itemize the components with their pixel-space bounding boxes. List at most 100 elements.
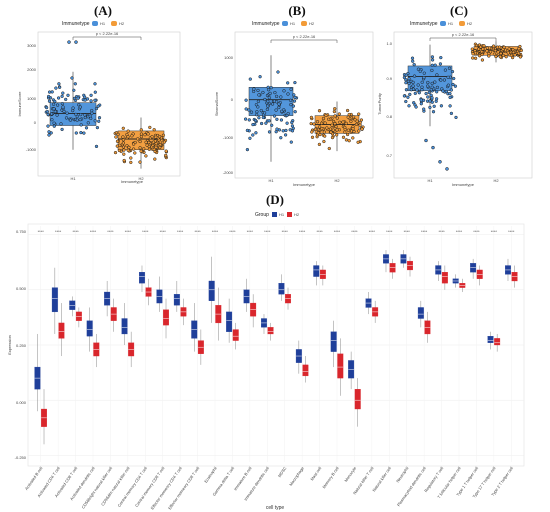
point-a-h2 xyxy=(113,150,118,155)
point-c-h1 xyxy=(430,63,434,67)
point-b-h1 xyxy=(289,140,293,144)
point-a-h1 xyxy=(52,107,56,111)
significance-label: **** xyxy=(473,229,480,234)
point-b-h1 xyxy=(270,102,275,106)
point-c-h1 xyxy=(430,58,435,62)
panel-c-legend: Immunetype H1 H2 xyxy=(410,21,473,27)
point-a-h1 xyxy=(77,103,81,107)
point-b-h2 xyxy=(334,124,338,129)
point-a-h2 xyxy=(138,146,142,150)
point-b-h1 xyxy=(261,115,265,120)
point-c-h1 xyxy=(421,98,426,102)
legend-label-b-h2: H2 xyxy=(309,21,315,26)
point-a-h2 xyxy=(129,160,133,165)
point-b-h2 xyxy=(310,135,315,139)
point-a-h2 xyxy=(138,139,142,144)
point-a-h1 xyxy=(79,112,83,117)
point-a-h2 xyxy=(131,147,136,151)
significance-label: **** xyxy=(229,229,236,234)
point-a-h2 xyxy=(121,138,126,142)
point-a-h2 xyxy=(126,129,130,133)
point-c-h2 xyxy=(494,54,498,59)
point-c-h1 xyxy=(438,62,443,66)
legend-title-a: Immunetype xyxy=(62,21,90,27)
point-a-h1 xyxy=(47,99,52,103)
point-b-h1 xyxy=(293,95,297,100)
point-a-h2 xyxy=(150,135,154,139)
point-a-h2 xyxy=(139,132,144,136)
point-c-h2 xyxy=(499,51,503,56)
point-a-h1 xyxy=(82,131,86,135)
point-b-h1 xyxy=(254,113,259,117)
point-a-h1 xyxy=(85,97,90,101)
outlier-c-h1 xyxy=(445,167,449,171)
xtick-a-h2: H2 xyxy=(138,176,144,181)
point-c-h1 xyxy=(407,104,411,108)
point-b-h2 xyxy=(320,121,324,125)
point-b-h1 xyxy=(277,128,282,132)
point-b-h2 xyxy=(321,116,326,121)
box-d-h2 xyxy=(354,389,361,410)
point-c-h1 xyxy=(411,84,415,88)
point-c-h2 xyxy=(473,56,478,60)
xtick-a-h1: H1 xyxy=(70,176,76,181)
point-a-h1 xyxy=(93,90,97,94)
point-c-h1 xyxy=(453,84,458,88)
point-b-h2 xyxy=(317,142,322,147)
point-a-h1 xyxy=(49,112,54,116)
panel-b-bracket xyxy=(270,39,338,43)
panel-d-ytick-2: 0.250 xyxy=(16,343,27,348)
legend-label-a-h1: H1 xyxy=(100,21,106,26)
point-b-h1 xyxy=(259,121,264,126)
legend-swatch-d-h2 xyxy=(287,212,292,217)
point-b-h1 xyxy=(266,85,270,89)
point-c-h1 xyxy=(435,90,439,94)
panel-b-legend: Immunetype H1 H2 xyxy=(252,21,315,27)
point-c-h1 xyxy=(434,97,439,101)
point-c-h1 xyxy=(439,78,443,82)
point-b-h2 xyxy=(313,127,318,131)
point-b-h2 xyxy=(331,128,335,132)
box-d-h2 xyxy=(494,338,501,346)
point-b-h1 xyxy=(270,123,274,127)
point-a-h2 xyxy=(136,137,140,141)
point-a-h1 xyxy=(62,109,66,114)
point-b-h1 xyxy=(268,91,272,96)
point-b-h1 xyxy=(292,93,296,97)
point-a-h2 xyxy=(117,148,122,153)
point-a-h1 xyxy=(47,133,51,137)
panel-c-ylabel: TumorPurity xyxy=(377,93,382,115)
point-c-h1 xyxy=(430,68,434,73)
point-b-h2 xyxy=(323,134,327,138)
panel-d-ytick-4: -0.250 xyxy=(15,455,27,460)
outlier-a-h1 xyxy=(74,40,78,44)
point-b-h2 xyxy=(349,119,353,124)
point-c-h1 xyxy=(416,83,420,87)
point-b-h2 xyxy=(330,123,334,127)
point-a-h1 xyxy=(61,91,65,95)
point-c-h1 xyxy=(406,95,410,99)
point-a-h2 xyxy=(122,148,126,152)
point-a-h1 xyxy=(79,130,83,135)
point-c-h2 xyxy=(517,47,521,51)
point-a-h1 xyxy=(70,76,74,80)
point-b-h1 xyxy=(279,95,283,99)
panel-c-ytick-0: 1.0 xyxy=(386,41,392,46)
point-c-h2 xyxy=(470,47,474,51)
point-a-h2 xyxy=(139,149,143,153)
point-c-h2 xyxy=(516,51,521,55)
point-b-h1 xyxy=(254,131,258,135)
point-a-h2 xyxy=(122,152,126,156)
panel-c-ytick-2: 0.8 xyxy=(386,114,392,119)
point-a-h1 xyxy=(64,116,69,120)
significance-label: **** xyxy=(177,229,184,234)
panel-a-ytick-2: 1000 xyxy=(27,96,37,101)
box-d-h1 xyxy=(51,287,58,313)
point-a-h1 xyxy=(59,122,63,126)
point-a-h2 xyxy=(127,145,131,150)
point-a-h2 xyxy=(152,128,156,132)
point-b-h2 xyxy=(357,129,361,133)
point-b-h1 xyxy=(279,118,284,122)
point-a-h1 xyxy=(75,118,79,122)
point-a-h1 xyxy=(93,119,97,123)
